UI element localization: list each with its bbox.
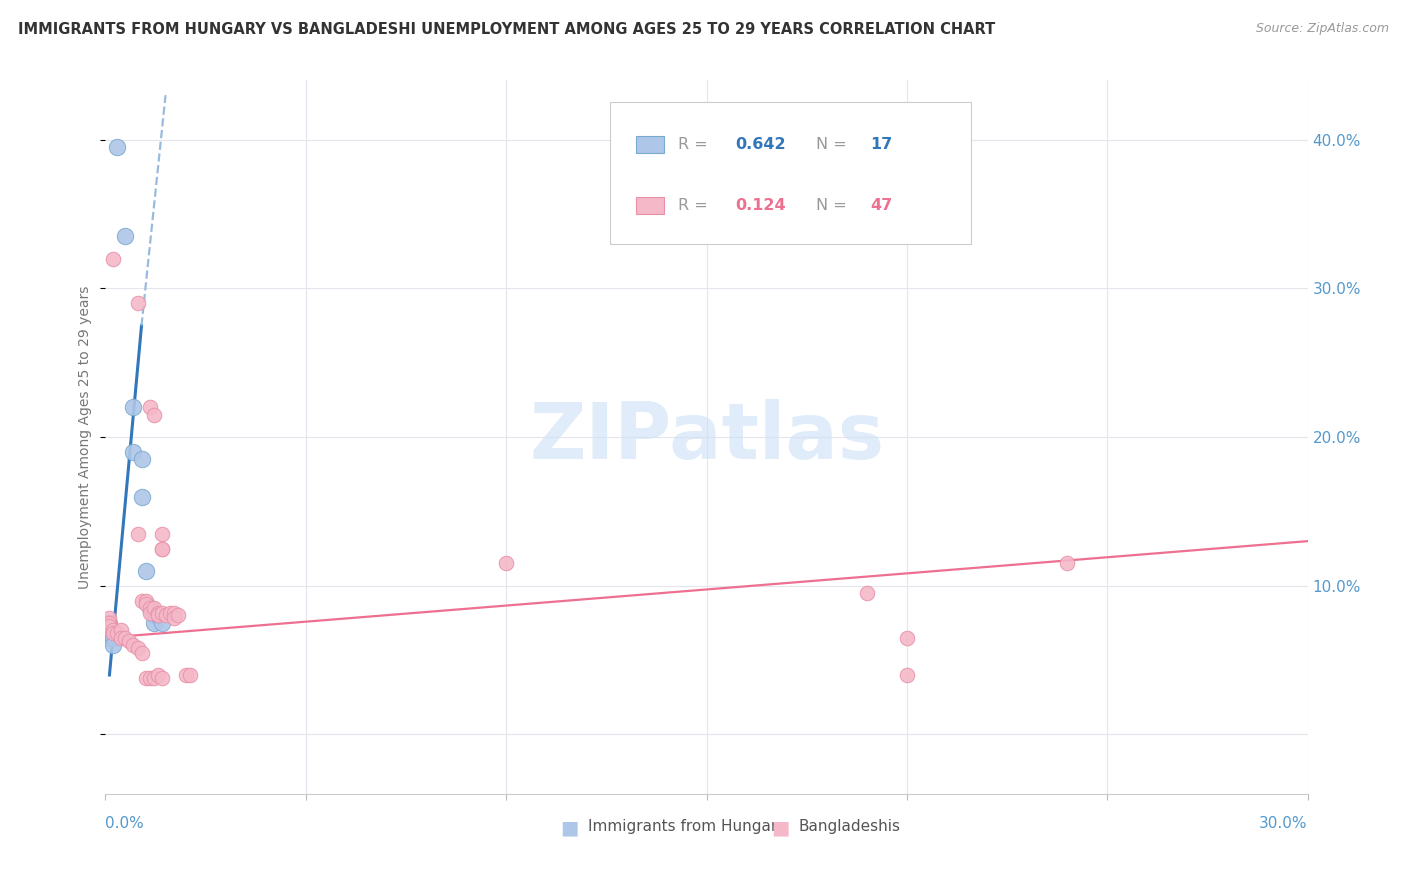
Text: Source: ZipAtlas.com: Source: ZipAtlas.com: [1256, 22, 1389, 36]
Point: [155, 608, 177, 623]
Point: [135, 593, 157, 607]
Text: R =: R =: [678, 198, 713, 212]
Point: [162, 606, 184, 620]
Point: [122, 445, 145, 459]
Point: [142, 601, 165, 615]
Point: [179, 668, 201, 682]
Point: [142, 408, 165, 422]
Point: [103, 624, 125, 638]
Text: N =: N =: [815, 198, 852, 212]
Point: [146, 668, 169, 682]
Point: [142, 615, 165, 630]
Point: [159, 606, 181, 620]
Point: [138, 601, 160, 615]
Point: [150, 541, 173, 556]
Text: ZIPatlas: ZIPatlas: [529, 399, 884, 475]
Point: [146, 608, 169, 623]
Text: 0.124: 0.124: [735, 198, 786, 212]
Point: [98, 615, 121, 630]
Text: N =: N =: [815, 137, 852, 153]
Point: [166, 608, 188, 623]
Point: [114, 229, 136, 244]
FancyBboxPatch shape: [636, 196, 665, 214]
Point: [118, 633, 141, 648]
Point: [122, 401, 145, 415]
Point: [131, 490, 153, 504]
Point: [103, 638, 125, 652]
Point: [98, 615, 121, 630]
Point: [127, 296, 149, 310]
Point: [150, 606, 173, 620]
Point: [138, 601, 160, 615]
Point: [107, 140, 129, 154]
Text: Bangladeshis: Bangladeshis: [799, 819, 901, 834]
Point: [150, 526, 173, 541]
Y-axis label: Unemployment Among Ages 25 to 29 years: Unemployment Among Ages 25 to 29 years: [79, 285, 93, 589]
Text: IMMIGRANTS FROM HUNGARY VS BANGLADESHI UNEMPLOYMENT AMONG AGES 25 TO 29 YEARS CO: IMMIGRANTS FROM HUNGARY VS BANGLADESHI U…: [18, 22, 995, 37]
Point: [138, 401, 160, 415]
Point: [98, 631, 121, 645]
Point: [110, 624, 132, 638]
Point: [162, 611, 184, 625]
FancyBboxPatch shape: [610, 102, 972, 244]
Text: 0.0%: 0.0%: [105, 816, 145, 831]
Point: [131, 646, 153, 660]
Text: ■: ■: [770, 819, 790, 838]
Text: 0.642: 0.642: [735, 137, 786, 153]
Point: [495, 557, 517, 571]
Text: Immigrants from Hungary: Immigrants from Hungary: [588, 819, 786, 834]
Text: 17: 17: [870, 137, 893, 153]
FancyBboxPatch shape: [636, 136, 665, 153]
Point: [135, 564, 157, 578]
Point: [98, 624, 121, 638]
Text: R =: R =: [678, 137, 713, 153]
Text: 47: 47: [870, 198, 893, 212]
Text: ■: ■: [560, 819, 579, 838]
Point: [138, 606, 160, 620]
Point: [138, 671, 160, 685]
Point: [146, 606, 169, 620]
Point: [110, 631, 132, 645]
Point: [98, 619, 121, 633]
Point: [103, 626, 125, 640]
Point: [131, 593, 153, 607]
Point: [127, 641, 149, 656]
Point: [1056, 557, 1078, 571]
Point: [103, 252, 125, 266]
Point: [142, 671, 165, 685]
Text: 30.0%: 30.0%: [1260, 816, 1308, 831]
Point: [146, 608, 169, 623]
Point: [150, 671, 173, 685]
Point: [127, 526, 149, 541]
Point: [150, 541, 173, 556]
Point: [131, 452, 153, 467]
Point: [174, 668, 197, 682]
Point: [142, 608, 165, 623]
Point: [855, 586, 877, 600]
Point: [103, 631, 125, 645]
Point: [135, 671, 157, 685]
Point: [135, 597, 157, 611]
Point: [114, 631, 136, 645]
Point: [896, 631, 918, 645]
Point: [122, 638, 145, 652]
Point: [150, 615, 173, 630]
Point: [896, 668, 918, 682]
Point: [107, 626, 129, 640]
Point: [98, 611, 121, 625]
